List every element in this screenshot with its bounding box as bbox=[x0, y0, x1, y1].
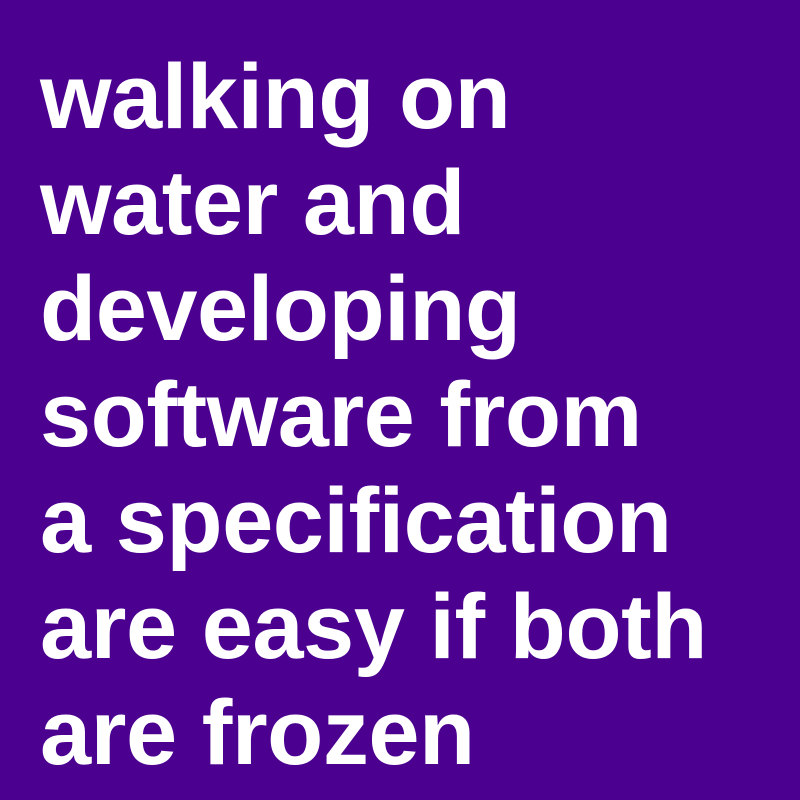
quote-text: walking on water and developing software… bbox=[40, 44, 707, 786]
quote-line: are easy if both bbox=[40, 576, 707, 678]
quote-line: walking on bbox=[40, 46, 511, 148]
quote-line: software from bbox=[40, 364, 642, 466]
quote-line: a specification bbox=[40, 470, 672, 572]
quote-line: developing bbox=[40, 258, 521, 360]
quote-line: water and bbox=[40, 152, 465, 254]
quote-line: are frozen bbox=[40, 682, 475, 784]
